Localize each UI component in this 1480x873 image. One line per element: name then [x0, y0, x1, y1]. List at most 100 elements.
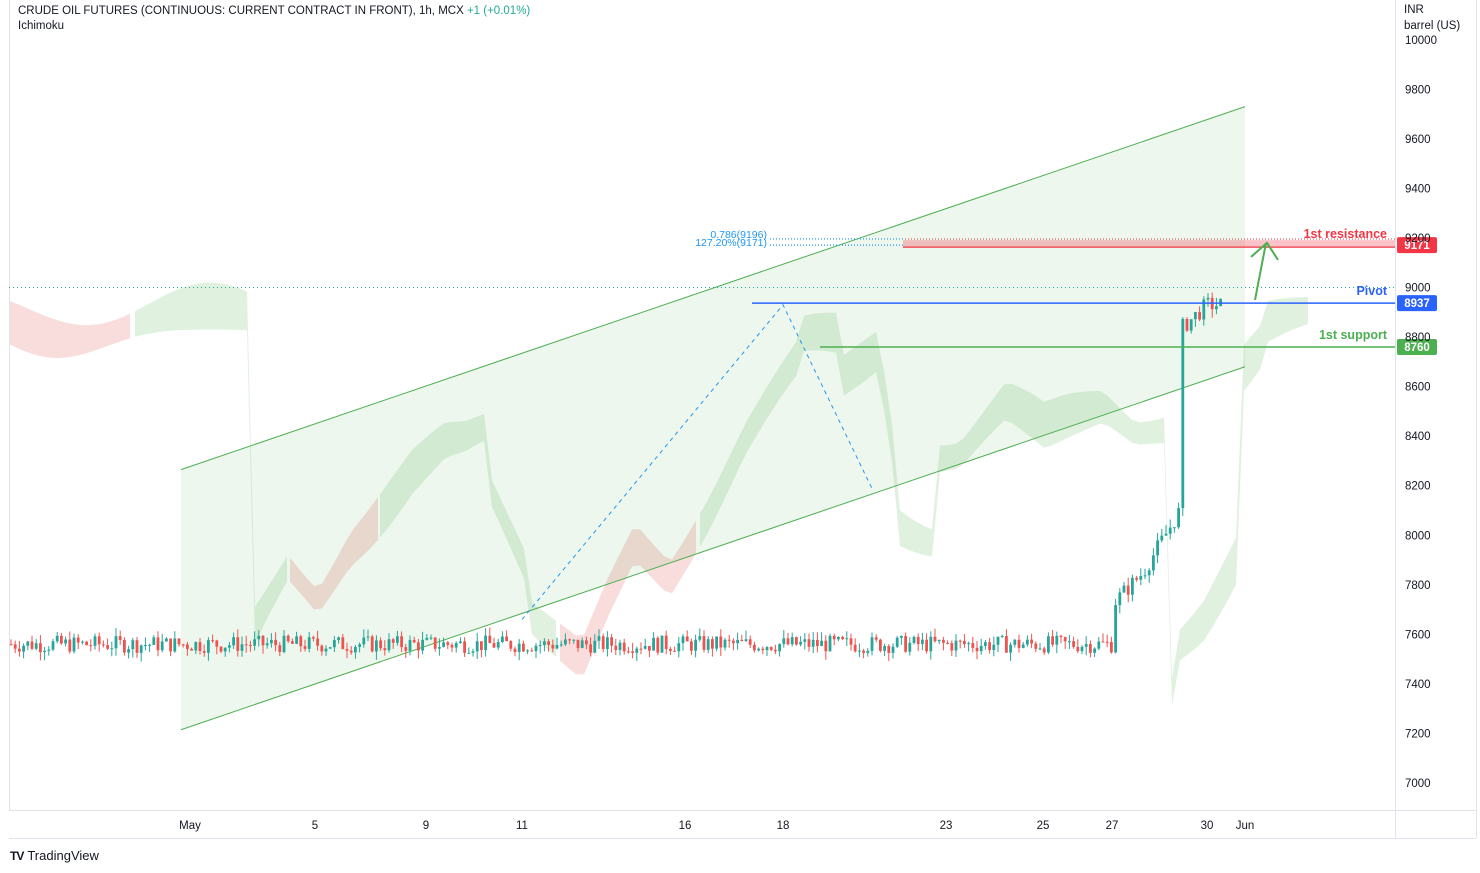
- channel-upper-line[interactable]: [180, 106, 1246, 471]
- candle-body: [937, 639, 941, 642]
- price-tag-label: 8937: [1404, 298, 1430, 310]
- candle-body: [22, 645, 25, 652]
- time-tick-label: May: [179, 820, 201, 832]
- candle-body: [576, 639, 580, 649]
- price-tick-label: 8400: [1405, 431, 1431, 443]
- candle-body: [475, 641, 479, 652]
- tradingview-logo-icon: TV: [10, 848, 24, 863]
- candle-body: [404, 647, 408, 651]
- candle-body: [1105, 641, 1109, 643]
- candle-body: [433, 637, 437, 649]
- price-tick-label: 9000: [1405, 283, 1431, 295]
- harmonic-swing-line[interactable]: [521, 303, 874, 620]
- candle-body: [400, 636, 403, 648]
- time-tick-label: 9: [423, 820, 429, 832]
- price-tick-label: 9600: [1405, 134, 1431, 146]
- ascending-channel[interactable]: [180, 106, 1246, 731]
- candle-body: [551, 644, 555, 649]
- candle-body: [1013, 639, 1017, 645]
- candle-body: [761, 648, 765, 651]
- time-tick-label: 5: [312, 820, 318, 832]
- annotations[interactable]: 1st resistance 9171 Pivot 8937 1st support 87…: [9, 227, 1437, 620]
- candle-body: [102, 644, 105, 646]
- candle-body: [316, 638, 319, 646]
- candle-body: [912, 636, 916, 643]
- candle-body: [522, 643, 525, 652]
- price-axis[interactable]: 7000 7200 7400 7600 7800 8000 8200 8400 8600 8800…: [1405, 35, 1437, 790]
- candle-body: [291, 641, 294, 644]
- fib-label: 127.20%(9171): [695, 237, 767, 249]
- candle-body: [832, 635, 836, 640]
- candle-body: [282, 635, 286, 653]
- candle-body: [967, 643, 970, 645]
- candle-body: [1202, 299, 1206, 320]
- candle-body: [173, 638, 177, 652]
- price-tick-label: 7600: [1405, 629, 1431, 641]
- price-tag: [1397, 295, 1437, 312]
- candle-body: [1206, 297, 1210, 300]
- candle-body: [177, 638, 181, 645]
- candle-body: [904, 636, 907, 652]
- candle-body: [278, 645, 282, 653]
- candle-body: [891, 646, 895, 653]
- resistance-zone[interactable]: [903, 240, 1395, 248]
- candle-body: [933, 636, 937, 642]
- candle-body: [1038, 648, 1042, 650]
- channel-lower-line[interactable]: [180, 366, 1246, 731]
- candle-body: [916, 636, 920, 645]
- candle-body: [198, 642, 202, 652]
- price-tick-label: 8200: [1405, 481, 1431, 493]
- candle-body: [740, 639, 744, 642]
- symbol-header[interactable]: CRUDE OIL FUTURES (CONTINUOUS: CURRENT C…: [18, 4, 530, 19]
- candle-body: [765, 647, 769, 651]
- candle-body: [727, 639, 731, 641]
- candle-body: [467, 652, 471, 654]
- candle-body: [1139, 575, 1143, 580]
- candle-body: [442, 642, 445, 647]
- candle-body: [349, 650, 353, 653]
- candle-body: [660, 635, 664, 653]
- candle-body: [715, 636, 718, 649]
- candle-body: [648, 646, 651, 651]
- time-tick-label: 18: [777, 820, 790, 832]
- candle-body: [223, 647, 227, 652]
- candle-body: [412, 640, 416, 643]
- price-tick-label: 8800: [1405, 332, 1431, 344]
- price-tick-label: 7000: [1405, 778, 1431, 790]
- candle-body: [1072, 641, 1075, 647]
- candle-body: [929, 636, 933, 652]
- candle-body: [1059, 635, 1063, 638]
- time-axis[interactable]: 27 May 5 9 11 16 18 23 25 30 Jun: [179, 820, 1254, 832]
- candle-body: [538, 644, 542, 646]
- candle-body: [996, 636, 1000, 645]
- candle-body: [509, 641, 513, 649]
- candle-body: [1135, 577, 1138, 580]
- candle-body: [97, 636, 101, 645]
- candle-body: [165, 638, 168, 642]
- candle-body: [211, 640, 214, 642]
- candle-body: [681, 636, 685, 644]
- projection-arrow-shaft[interactable]: [1254, 242, 1267, 301]
- candle-body: [984, 642, 987, 646]
- candle-body: [152, 637, 156, 645]
- candle-body: [656, 637, 660, 653]
- candle-body: [93, 636, 97, 646]
- candle-body: [954, 640, 958, 651]
- candle-body: [555, 644, 559, 649]
- candle-body: [324, 648, 328, 652]
- price-tick-label: 8600: [1405, 382, 1431, 394]
- candle-body: [866, 650, 870, 653]
- symbol-title[interactable]: CRUDE OIL FUTURES (CONTINUOUS: CURRENT C…: [18, 5, 464, 17]
- candle-body: [127, 649, 130, 653]
- indicator-label[interactable]: Ichimoku: [18, 20, 65, 32]
- candle-body: [517, 643, 521, 652]
- candle-body: [64, 639, 67, 644]
- candle-body: [299, 636, 303, 647]
- candle-body: [1030, 639, 1033, 644]
- candle-body: [232, 637, 235, 646]
- candle-body: [568, 639, 571, 641]
- channel-fill: [181, 106, 1245, 730]
- branding[interactable]: TV TradingView: [10, 848, 99, 863]
- candle-body: [669, 649, 672, 651]
